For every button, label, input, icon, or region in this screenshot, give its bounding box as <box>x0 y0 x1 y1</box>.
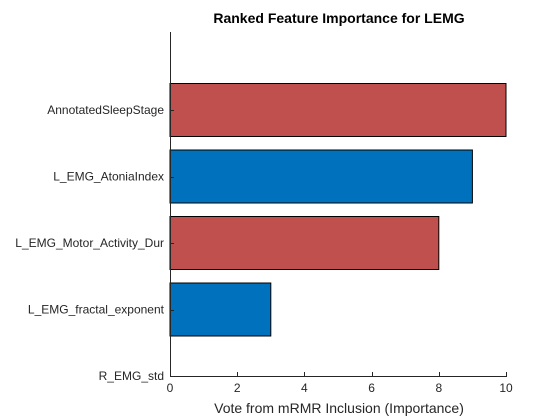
x-tick-label: 0 <box>167 381 174 395</box>
x-tick-label: 8 <box>435 381 442 395</box>
chart-title: Ranked Feature Importance for LEMG <box>213 10 464 26</box>
x-tick-label: 10 <box>499 381 513 395</box>
y-tick-label: AnnotatedSleepStage <box>47 103 164 117</box>
bar-L_EMG_Motor_Activity_Dur <box>169 216 440 270</box>
x-axis-label: Vote from mRMR Inclusion (Importance) <box>214 400 464 416</box>
x-tick-label: 2 <box>234 381 241 395</box>
y-tick-layer: AnnotatedSleepStage L_EMG_AtoniaIndex L_EM… <box>15 103 174 383</box>
bar-L_EMG_fractal_exponent <box>169 282 272 337</box>
bars-layer <box>169 83 507 337</box>
bar-AnnotatedSleepStage <box>169 83 507 137</box>
bar-L_EMG_AtoniaIndex <box>169 149 473 204</box>
x-tick-label: 4 <box>301 381 308 395</box>
y-tick-label: R_EMG_std <box>99 369 164 383</box>
x-tick-layer: 0 2 4 6 8 10 <box>167 372 513 395</box>
x-tick-label: 6 <box>368 381 375 395</box>
y-tick-label: L_EMG_fractal_exponent <box>28 303 165 317</box>
y-tick-label: L_EMG_AtoniaIndex <box>53 170 164 184</box>
y-tick-label: L_EMG_Motor_Activity_Dur <box>15 236 164 250</box>
